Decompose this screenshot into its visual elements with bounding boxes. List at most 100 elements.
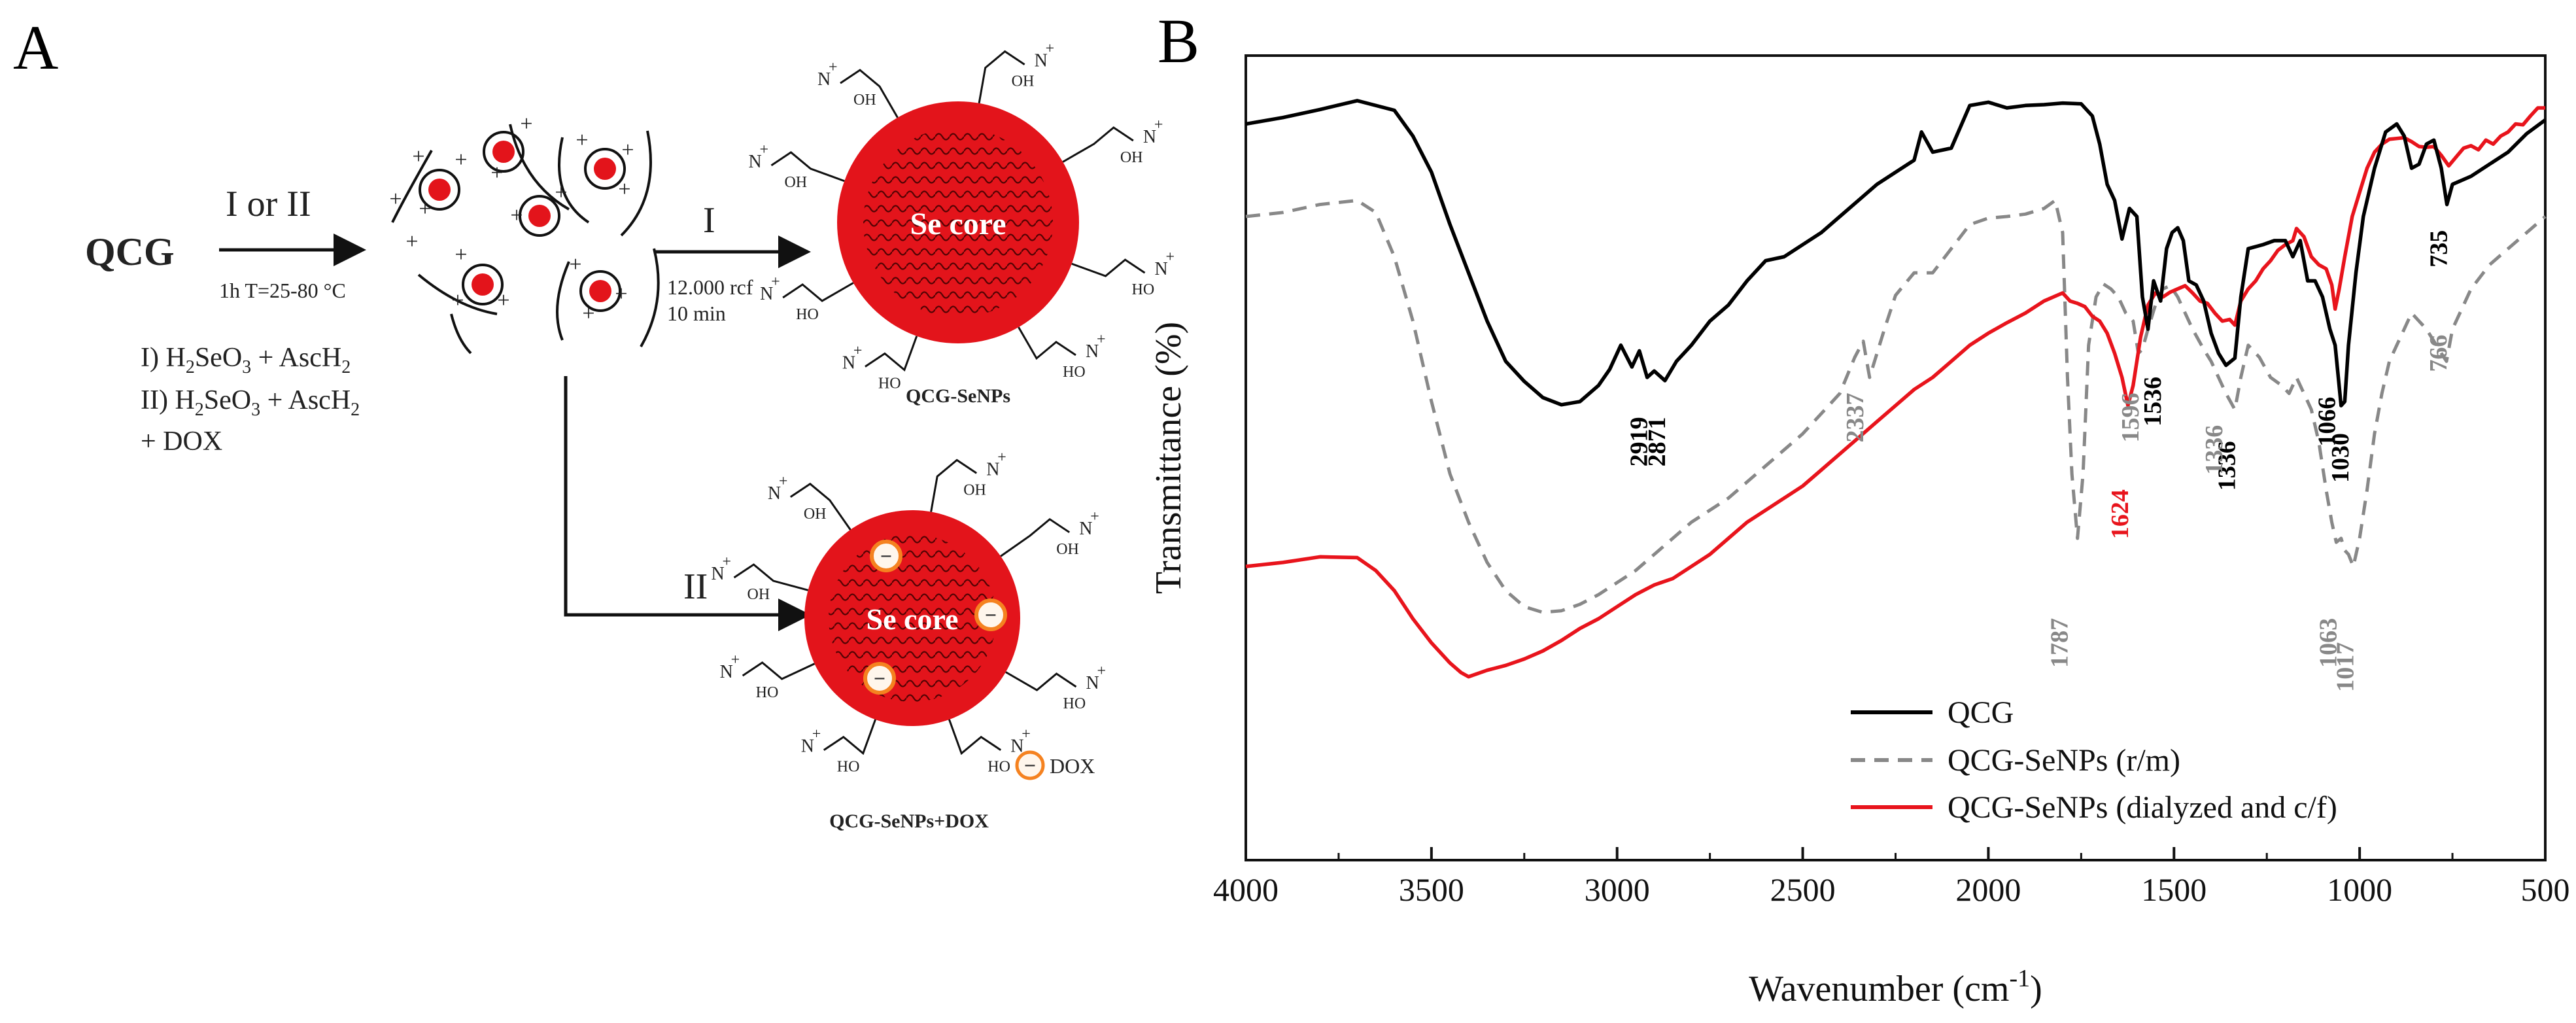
peak-label: 766: [2425, 335, 2452, 372]
ligand-chain: [1000, 517, 1071, 557]
ligand-n: N: [1143, 127, 1156, 147]
legend-label: QCG-SeNPs (r/m): [1948, 743, 2180, 778]
ligand-oh: OH: [804, 506, 827, 523]
reagents-route-ii: II) H2SeO3 + AscH2: [141, 385, 360, 420]
peak-label: 1336: [2201, 425, 2228, 475]
step-i-label: I: [703, 200, 715, 241]
ligand-n: N: [748, 152, 761, 172]
dox-legend-icon: [1015, 750, 1045, 780]
charge-plus: +: [389, 187, 402, 211]
selenium-dot: [528, 205, 551, 227]
nanoparticle-senps: Se core OHN+OHN+OHN+OHN+HON+HON+HON+HON+: [748, 41, 1175, 392]
step-i-cond-rcf: 12.000 rcf: [667, 275, 753, 299]
dox-legend-symbol: −: [1024, 754, 1036, 777]
x-tick-label: 3000: [1585, 871, 1650, 908]
ligand-chain: [823, 719, 876, 755]
ligand-oh: OH: [1120, 149, 1143, 166]
legend-label: QCG: [1948, 695, 2014, 730]
ligand-oh: HO: [1063, 695, 1086, 712]
charge-plus: +: [412, 145, 424, 169]
peak-label: 1536: [2139, 377, 2167, 426]
ligand-plus: +: [1097, 663, 1107, 680]
peak-label: 1787: [2046, 618, 2073, 668]
micelle-ring: [584, 148, 626, 190]
x-tick-label: 1500: [2141, 871, 2207, 908]
ligand-n: N: [760, 284, 773, 304]
charge-plus: +: [555, 181, 567, 205]
ligand-plus: +: [1097, 331, 1106, 348]
product-senps-label: QCG-SeNPs: [906, 385, 1010, 407]
x-tick-label: 2500: [1770, 871, 1836, 908]
peak-label: 735: [2426, 230, 2453, 268]
se-core-label: Se core: [910, 207, 1006, 241]
peak-label: 1030: [2327, 433, 2354, 483]
ligand-chain: [978, 50, 1025, 104]
ligand-oh: HO: [987, 759, 1010, 776]
ligand-chain: [948, 719, 1002, 755]
polymer-shell-dox: [829, 534, 996, 702]
x-tick-label: 1000: [2327, 871, 2392, 908]
charge-plus: +: [569, 252, 581, 277]
dox-molecule: [863, 662, 896, 695]
ligand-chain: [1062, 126, 1134, 163]
peak-label: 1066: [2314, 397, 2341, 447]
route-label: I or II: [226, 184, 311, 224]
x-tick-label: 2000: [1955, 871, 2021, 908]
ligand-n: N: [1035, 51, 1048, 71]
micelle-ring: [483, 131, 524, 173]
intermediate-cluster: + +++++++ ++++++++++: [389, 112, 660, 355]
series-qcg-line: [1245, 99, 2547, 407]
ligand-n: N: [1155, 259, 1168, 279]
ligand-oh: OH: [1056, 541, 1079, 558]
micelle-ring: [462, 264, 504, 305]
ligand-oh: OH: [747, 586, 770, 603]
micelle-ring: [579, 270, 621, 312]
peak-label: 1063: [2314, 618, 2342, 668]
ligand-plus: +: [1166, 249, 1175, 266]
ligand-chain: [733, 563, 809, 591]
panel-b-letter: B: [1158, 6, 1199, 76]
charge-plus: +: [497, 288, 509, 313]
ligand-n: N: [1079, 519, 1092, 539]
ligand-n: N: [1086, 341, 1099, 362]
selenium-dot: [428, 179, 451, 201]
ligand-plus: +: [812, 726, 821, 743]
charge-plus: +: [455, 148, 467, 172]
peak-label: 2871: [1643, 417, 1671, 466]
ligand-n: N: [711, 564, 724, 584]
series-qcg-senps-dialyzed-line: [1245, 106, 2545, 679]
charge-plus: +: [621, 138, 634, 162]
ligand-plus: +: [1154, 116, 1163, 133]
charge-plus: +: [615, 282, 627, 306]
ligand-chain: [930, 459, 978, 512]
ligand-chain: [1005, 671, 1077, 691]
panel-a-scheme: A QCG I or II 1h T=25-80 °C I) H2SeO3 + …: [13, 12, 1175, 832]
charge-plus: +: [520, 112, 532, 136]
dox-charge: −: [985, 603, 997, 627]
peak-label: 1596: [2117, 393, 2144, 443]
ligand-oh: HO: [1063, 364, 1086, 381]
ligand-chain: [742, 661, 816, 680]
ligand-n: N: [986, 459, 999, 479]
step-i-cond-time: 10 min: [667, 302, 726, 325]
ligand-plus: +: [853, 343, 863, 360]
peak-label: 1017: [2331, 642, 2359, 692]
ligand-chain: [789, 482, 851, 530]
ligand-plus: +: [829, 59, 838, 76]
step-ii-arrow: [564, 376, 811, 631]
step-ii-label: II: [683, 566, 708, 607]
x-tick-label: 3500: [1399, 871, 1464, 908]
charge-plus: +: [618, 177, 630, 201]
ligand-plus: +: [1022, 726, 1031, 743]
ligand-oh: OH: [963, 481, 986, 498]
ligand-n: N: [801, 737, 814, 757]
plot-area: 4000 3500 3000 2500 2000 1500 1000 500 Wavenumbe…: [1148, 54, 2570, 1009]
micelle-ring: [419, 169, 460, 211]
legend: QCG QCG-SeNPs (r/m) QCG-SeNPs (dialyzed an…: [1851, 695, 2337, 825]
nanoparticle-senps-dox: Se core OHN+OHN+OHN+OHN+HON+HON+HON+HON+…: [711, 449, 1106, 775]
ligand-oh: HO: [796, 306, 819, 323]
se-core-label-dox: Se core: [867, 602, 959, 636]
charge-plus: +: [582, 302, 594, 326]
ligand-oh: HO: [756, 684, 779, 701]
